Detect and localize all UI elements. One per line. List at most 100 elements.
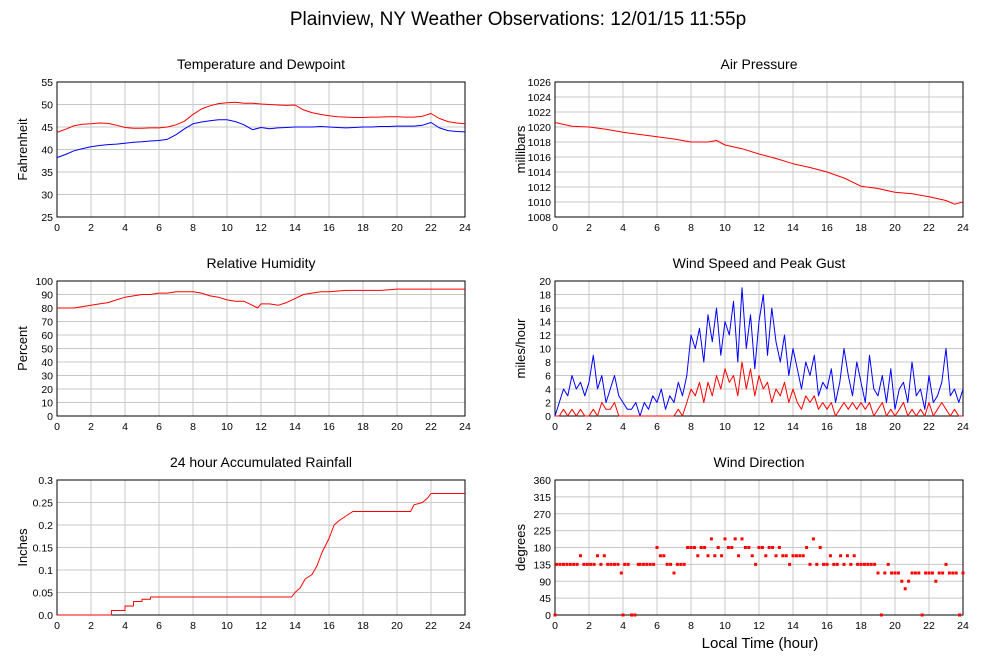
data-point [626, 562, 630, 566]
x-tick-label: 20 [391, 222, 403, 234]
chart-direction: 0 2 4 6 8 10 12 14 16 18 20 22 240459013518022527031… [513, 454, 969, 632]
series-line [554, 122, 964, 205]
plot-frame [56, 81, 466, 218]
data-point [672, 571, 676, 575]
data-point [720, 554, 724, 558]
y-tick-label: 50 [41, 344, 53, 356]
data-point [585, 562, 589, 566]
plot-frame [554, 479, 964, 616]
x-tick-label: 18 [357, 620, 369, 632]
x-tick-label: 12 [255, 421, 267, 433]
chart-title: Wind Direction [713, 454, 804, 470]
data-point [883, 571, 887, 575]
x-tick-label: 12 [753, 620, 765, 632]
x-tick-label: 24 [459, 222, 471, 234]
data-point [788, 562, 792, 566]
chart-humidity: 0 2 4 6 8 10 12 14 16 18 20 22 240102030405060708090… [15, 255, 471, 433]
y-tick-label: 4 [545, 384, 551, 396]
y-axis-label: degrees [513, 524, 528, 571]
y-tick-label: 90 [539, 576, 551, 588]
y-tick-label: 55 [41, 77, 53, 89]
y-tick-label: 70 [41, 317, 53, 329]
x-tick-label: 8 [190, 222, 196, 234]
data-point [737, 554, 741, 558]
y-axis-label: Percent [15, 326, 30, 371]
data-point [706, 554, 710, 558]
y-tick-label: 0 [545, 610, 551, 622]
data-point [641, 562, 645, 566]
data-point [623, 562, 627, 566]
plot-frame [56, 280, 466, 417]
x-tick-label: 8 [190, 421, 196, 433]
x-tick-label: 22 [425, 620, 437, 632]
data-point [575, 562, 579, 566]
data-point [589, 562, 593, 566]
x-tick-label: 2 [586, 222, 592, 234]
data-point [924, 571, 928, 575]
data-point [794, 554, 798, 558]
data-point [842, 562, 846, 566]
chart-title: Air Pressure [720, 56, 797, 72]
data-point [893, 571, 897, 575]
x-tick-label: 10 [719, 421, 731, 433]
data-point [886, 562, 890, 566]
data-point [616, 562, 620, 566]
x-tick-label: 10 [221, 421, 233, 433]
x-tick-label: 2 [586, 421, 592, 433]
y-tick-label: 45 [539, 593, 551, 605]
x-tick-label: 22 [425, 421, 437, 433]
x-tick-label: 6 [156, 421, 162, 433]
y-tick-label: 0.2 [38, 520, 53, 532]
x-tick-label: 18 [855, 222, 867, 234]
data-point [876, 571, 880, 575]
series-line [56, 119, 466, 159]
x-tick-label: 14 [289, 222, 301, 234]
data-point [743, 546, 747, 549]
data-point [662, 554, 666, 558]
x-tick-label: 4 [620, 222, 626, 234]
y-tick-label: 180 [533, 543, 551, 555]
y-tick-label: 40 [41, 145, 53, 157]
y-tick-label: 1020 [528, 122, 552, 134]
data-point [638, 562, 642, 566]
series-line [554, 287, 964, 417]
x-tick-label: 0 [54, 421, 60, 433]
data-point [822, 562, 826, 566]
data-point [825, 562, 829, 566]
data-point [869, 562, 873, 566]
data-point [579, 554, 582, 558]
y-axis-label: miles/hour [513, 318, 528, 379]
x-tick-label: 14 [289, 421, 301, 433]
data-point [648, 562, 652, 566]
y-tick-label: 20 [41, 384, 53, 396]
data-point [669, 562, 673, 566]
data-point [798, 554, 802, 558]
chart-temp: 0 2 4 6 8 10 12 14 16 18 20 22 2425303540455055Tempe… [15, 56, 471, 234]
y-tick-label: 10 [41, 398, 53, 410]
data-point [599, 562, 603, 566]
y-tick-label: 12 [539, 330, 551, 342]
y-tick-label: 270 [533, 509, 551, 521]
data-point [961, 571, 965, 575]
data-point [913, 571, 917, 575]
plot-frame [554, 280, 964, 417]
data-point [602, 554, 606, 558]
chart-title: Relative Humidity [207, 255, 316, 271]
y-tick-label: 6 [545, 371, 551, 383]
data-point [808, 562, 812, 566]
y-tick-label: 0.25 [33, 498, 54, 510]
data-point [730, 546, 734, 549]
data-point [958, 613, 962, 617]
x-tick-label: 20 [889, 222, 901, 234]
data-point [791, 554, 795, 558]
data-point [747, 546, 751, 549]
x-tick-label: 12 [255, 620, 267, 632]
chart-title: Temperature and Dewpoint [177, 56, 345, 72]
y-tick-label: 0.3 [38, 475, 53, 487]
data-point [709, 537, 713, 541]
data-point [679, 562, 683, 566]
data-point [856, 562, 860, 566]
x-tick-label: 22 [923, 421, 935, 433]
y-tick-label: 20 [539, 276, 551, 288]
chart-pressure: 0 2 4 6 8 10 12 14 16 18 20 22 241008101010121014101… [513, 56, 969, 234]
